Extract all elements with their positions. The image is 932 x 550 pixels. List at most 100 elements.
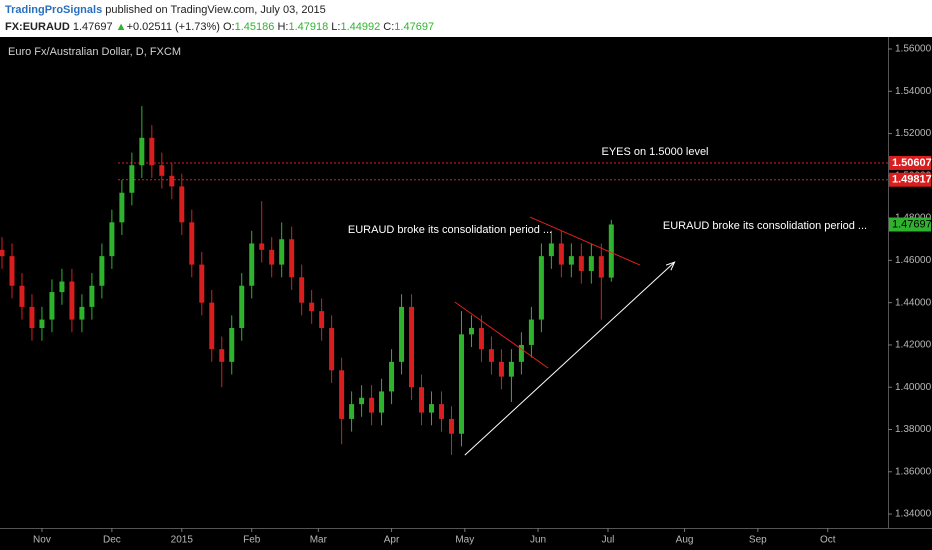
candle-body bbox=[319, 311, 325, 329]
candle-body bbox=[139, 137, 145, 166]
candle-body bbox=[199, 264, 205, 303]
candle-body bbox=[59, 281, 65, 293]
x-tick-label: Dec bbox=[103, 535, 121, 546]
level-label: 1.50607 bbox=[892, 157, 932, 169]
candle-body bbox=[448, 418, 454, 434]
arrow-head bbox=[665, 261, 676, 271]
x-tick-label: May bbox=[455, 535, 474, 546]
candle-body bbox=[389, 361, 395, 392]
candle-body bbox=[329, 328, 335, 371]
annotation: EYES on 1.5000 level bbox=[601, 146, 708, 158]
x-tick-label: Oct bbox=[820, 535, 836, 546]
x-tick-label: Nov bbox=[33, 535, 51, 546]
x-tick-label: Sep bbox=[749, 535, 767, 546]
change: +0.02511 (+1.73%) bbox=[127, 21, 220, 33]
trend-line bbox=[454, 301, 549, 369]
candle-body bbox=[249, 243, 255, 286]
y-tick-label: 1.40000 bbox=[895, 382, 932, 393]
candle-body bbox=[458, 334, 464, 434]
x-tick-label: Jul bbox=[602, 535, 615, 546]
candle-body bbox=[269, 249, 275, 265]
candle-body bbox=[29, 306, 35, 329]
chart-title: Euro Fx/Australian Dollar, D, FXCM bbox=[8, 46, 181, 58]
ohlc-1-value: 1.47918 bbox=[288, 21, 328, 33]
candle-body bbox=[608, 224, 614, 278]
level-label: 1.49817 bbox=[892, 174, 932, 186]
candle-body bbox=[49, 292, 55, 320]
ohlc-3-key: C: bbox=[383, 21, 394, 33]
candle-body bbox=[339, 370, 345, 419]
candle-body bbox=[89, 285, 95, 307]
ohlc-3-value: 1.47697 bbox=[394, 21, 434, 33]
candle-body bbox=[359, 397, 365, 405]
candle-body bbox=[538, 256, 544, 320]
level-label-bg bbox=[889, 155, 931, 170]
ohlc-1-key: H: bbox=[277, 21, 288, 33]
candle-body bbox=[379, 391, 385, 413]
candle-body bbox=[518, 344, 524, 362]
last: 1.47697 bbox=[73, 21, 113, 33]
published: published on TradingView.com, July 03, 2… bbox=[102, 4, 326, 16]
y-tick-label: 1.46000 bbox=[895, 255, 932, 266]
candle-body bbox=[189, 222, 195, 265]
candle-body bbox=[558, 243, 564, 265]
candle-body bbox=[209, 302, 215, 350]
candle-body bbox=[239, 285, 245, 329]
candle-body bbox=[79, 306, 85, 320]
y-tick-label: 1.52000 bbox=[895, 128, 932, 139]
candle-body bbox=[109, 222, 115, 257]
candle-body bbox=[259, 243, 265, 250]
candle-body bbox=[289, 239, 295, 278]
candle-body bbox=[299, 277, 305, 303]
candle-body bbox=[0, 249, 5, 257]
y-tick-label: 1.38000 bbox=[895, 424, 932, 435]
candle-body bbox=[19, 285, 25, 307]
candle-body bbox=[9, 256, 15, 286]
last-price-bg bbox=[889, 217, 931, 232]
candle-body bbox=[478, 328, 484, 350]
candle-body bbox=[119, 192, 125, 223]
candle-body bbox=[468, 328, 474, 335]
candle-body bbox=[219, 349, 225, 362]
ohlc-2-key: L: bbox=[331, 21, 340, 33]
candle-body bbox=[279, 239, 285, 265]
trend-line bbox=[529, 216, 641, 266]
candle-body bbox=[429, 404, 435, 413]
ohlc-0-key: O: bbox=[223, 21, 235, 33]
candle-body bbox=[508, 361, 514, 377]
candle-body bbox=[149, 137, 155, 166]
candle-body bbox=[578, 256, 584, 271]
x-tick-label: Apr bbox=[384, 535, 400, 546]
chart-bg bbox=[0, 37, 932, 550]
y-tick-label: 1.34000 bbox=[895, 509, 932, 520]
candle-body bbox=[159, 165, 165, 176]
candle-body bbox=[528, 319, 534, 345]
candle-body bbox=[439, 404, 445, 419]
annotation: EURAUD broke its consolidation period ..… bbox=[663, 220, 867, 232]
y-tick-label: 1.42000 bbox=[895, 340, 932, 351]
candle-body bbox=[39, 319, 45, 329]
candle-body bbox=[409, 306, 415, 388]
candle-body bbox=[179, 186, 185, 223]
header-bg bbox=[0, 0, 932, 37]
candle-body bbox=[369, 397, 375, 413]
x-tick-label: Aug bbox=[676, 535, 694, 546]
x-tick-label: Mar bbox=[310, 535, 328, 546]
annotation: EURAUD broke its consolidation period ..… bbox=[348, 224, 552, 236]
candle-body bbox=[169, 175, 175, 187]
candle-body bbox=[309, 302, 315, 312]
x-tick-label: Jun bbox=[530, 535, 546, 546]
y-tick-label: 1.36000 bbox=[895, 466, 932, 477]
y-tick-label: 1.44000 bbox=[895, 297, 932, 308]
candle-body bbox=[588, 256, 594, 271]
symbol: FX:EURAUD bbox=[5, 21, 70, 33]
y-tick-label: 1.56000 bbox=[895, 44, 932, 55]
level-label-bg bbox=[889, 172, 931, 187]
candle-body bbox=[488, 349, 494, 362]
candle-body bbox=[349, 404, 355, 419]
candle-body bbox=[99, 256, 105, 286]
candle-body bbox=[229, 328, 235, 362]
last-price-label: 1.47697 bbox=[892, 218, 932, 230]
arrow-line bbox=[464, 261, 675, 456]
